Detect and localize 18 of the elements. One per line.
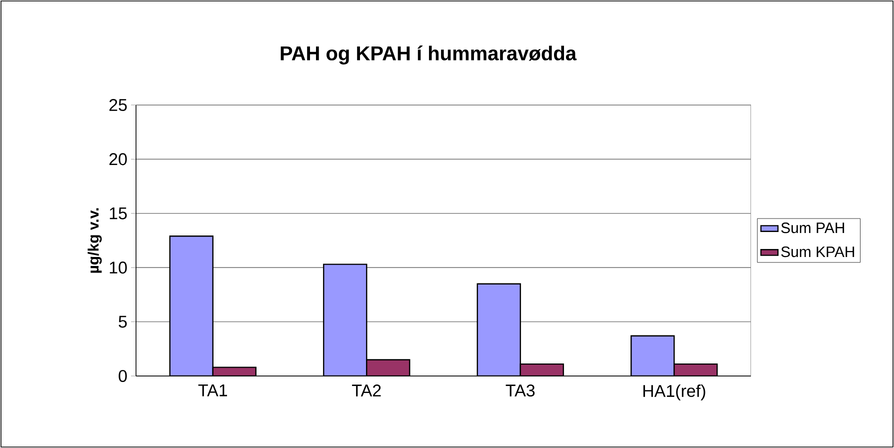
x-tick-label: HA1(ref) <box>643 384 706 400</box>
bar <box>476 283 521 376</box>
y-tick-label: 0 <box>118 370 127 382</box>
legend-label: Sum PAH <box>781 222 844 234</box>
y-tick-label: 25 <box>109 98 127 112</box>
chart-title: PAH og KPAH í hummaravødda <box>280 46 577 64</box>
x-tick-label: TA2 <box>352 384 381 396</box>
x-tick-label: TA1 <box>198 384 228 396</box>
y-tick-label: 10 <box>110 262 127 274</box>
y-axis-title: µg/kg v.v. <box>88 208 102 273</box>
y-tick-label: 5 <box>118 316 127 328</box>
x-tick-label: TA3 <box>506 384 535 397</box>
y-tick-label: 15 <box>110 207 127 220</box>
legend-label: Sum KPAH <box>781 246 854 258</box>
bar <box>630 335 675 376</box>
bar <box>169 236 214 376</box>
y-tick-label: 20 <box>109 153 127 166</box>
bar <box>323 264 368 376</box>
